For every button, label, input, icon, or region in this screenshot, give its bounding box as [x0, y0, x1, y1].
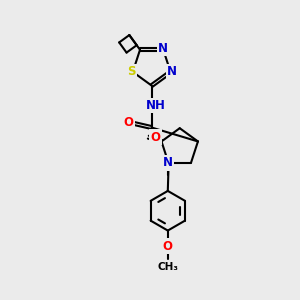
Text: N: N: [167, 65, 177, 78]
Text: S: S: [127, 65, 135, 78]
Text: N: N: [163, 156, 173, 170]
Text: N: N: [158, 42, 168, 55]
Text: NH: NH: [146, 99, 166, 112]
Text: O: O: [124, 116, 134, 129]
Text: CH₃: CH₃: [157, 262, 178, 272]
Text: O: O: [151, 131, 160, 144]
Text: O: O: [163, 240, 173, 253]
